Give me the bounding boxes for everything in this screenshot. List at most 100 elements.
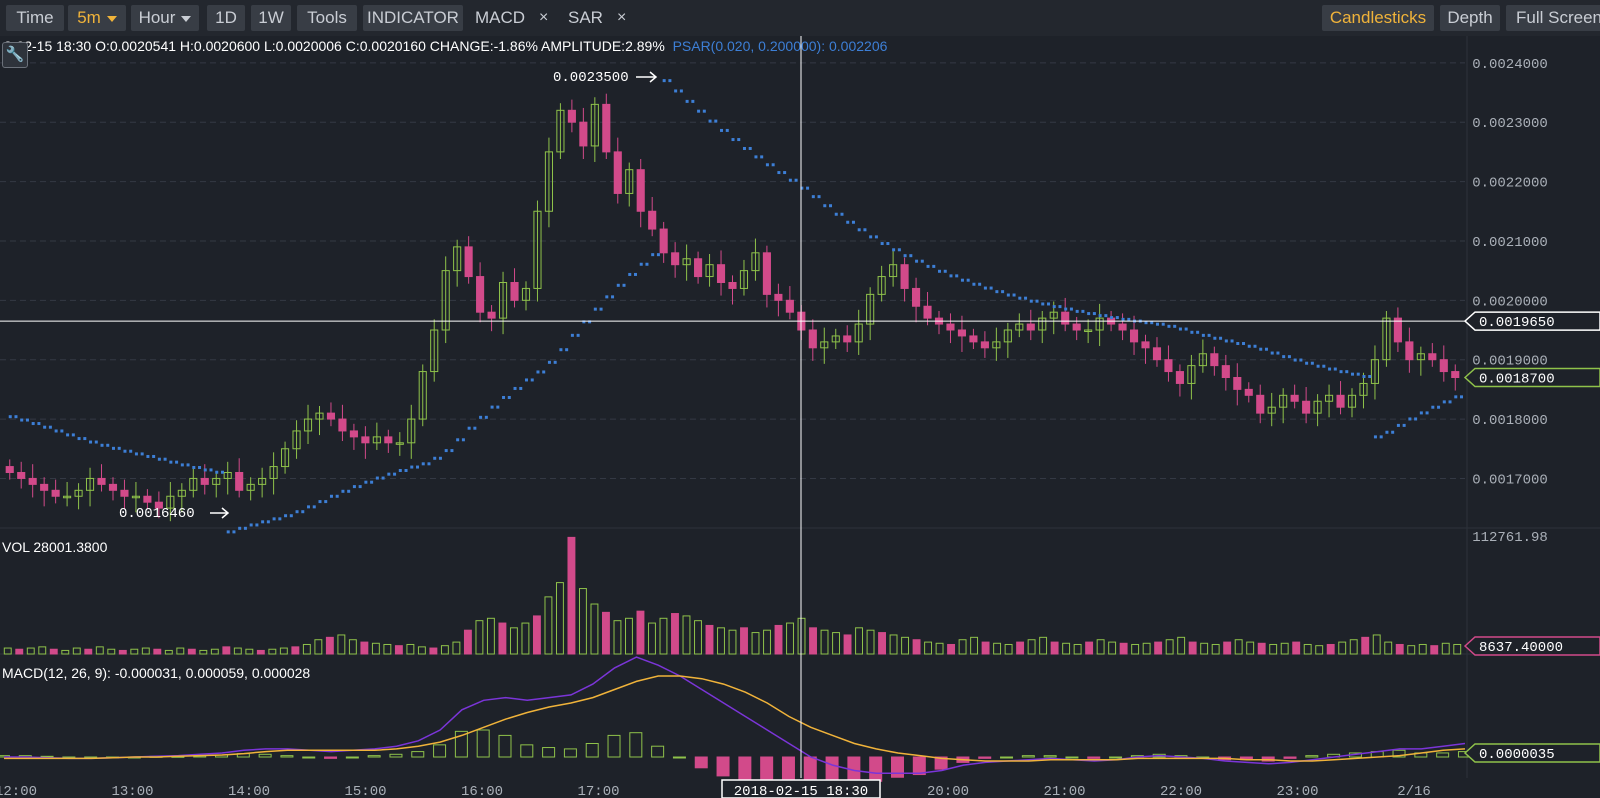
candle-body (808, 329, 817, 349)
candle-body (235, 472, 244, 491)
tools-button[interactable]: Tools (297, 5, 357, 31)
psar-dot (307, 505, 311, 509)
psar-dot (1454, 395, 1458, 399)
psar-dot (955, 274, 959, 278)
volume-bar (325, 636, 334, 655)
candle-body (739, 270, 749, 289)
sar-indicator-tag[interactable]: SAR (568, 8, 603, 27)
psar-dot (857, 228, 861, 232)
candle-body (1095, 317, 1104, 331)
volume-bar (912, 639, 921, 655)
candle-body (108, 483, 118, 491)
last-price-tag-box (1463, 367, 1600, 388)
volume-bar (199, 649, 208, 655)
volume-bar (809, 627, 817, 655)
psar-dot (1351, 372, 1355, 376)
interval-dropdown[interactable]: 5m (68, 5, 126, 31)
volume-bar (613, 620, 622, 655)
close-macd-icon[interactable]: × (539, 9, 549, 26)
psar-dot (823, 204, 827, 208)
volume-bar (636, 610, 645, 655)
hour-dropdown[interactable]: Hour (131, 5, 199, 31)
psar-dot (261, 520, 265, 524)
psar-dot (484, 415, 488, 419)
psar-dot (886, 242, 890, 246)
psar-dot (1236, 342, 1240, 346)
psar-dot (215, 470, 219, 474)
candle-body (1233, 377, 1242, 390)
candle-body (338, 418, 347, 432)
volume-bar (1395, 643, 1404, 655)
psar-dot (926, 264, 930, 268)
candle-body (1118, 323, 1127, 331)
volume-bar (314, 639, 323, 655)
candle-body (992, 341, 1001, 349)
candle-body (912, 287, 921, 307)
psar-dot (324, 500, 328, 504)
volume-bar (1039, 636, 1048, 655)
psar-dot (358, 485, 362, 489)
psar-dot (1270, 351, 1274, 355)
volume-bar (648, 622, 656, 655)
1d-button[interactable]: 1D (207, 5, 245, 31)
candle-body (1393, 317, 1402, 343)
psar-dot (777, 171, 781, 175)
depth-button[interactable]: Depth (1440, 5, 1500, 31)
psar-dot (1276, 351, 1280, 355)
wrench-icon[interactable]: 🔧 (2, 42, 28, 68)
psar-dot (1293, 358, 1297, 362)
macd-histogram-bar (258, 753, 272, 758)
psar-readout: PSAR(0.020, 0.200000): 0.002206 (672, 38, 888, 54)
volume-bar (740, 627, 748, 655)
close-sar-icon[interactable]: × (617, 9, 627, 26)
candle-body (946, 323, 955, 331)
psar-dot (1396, 423, 1400, 427)
volume-bar (26, 647, 35, 655)
macd-indicator-tag[interactable]: MACD (475, 8, 526, 27)
candle-body (1313, 400, 1322, 414)
volume-bar (383, 643, 392, 655)
volume-bar (694, 620, 702, 655)
macd-histogram-bar (978, 756, 992, 759)
time-tick-label: 23:00 (1276, 784, 1318, 798)
price-tick-label: 0.0024000 (1472, 57, 1548, 73)
psar-dot (1110, 316, 1114, 320)
fullscreen-button[interactable]: Full Screen (1506, 5, 1600, 31)
candlesticks-button[interactable]: Candlesticks (1322, 5, 1434, 31)
psar-dot (1196, 330, 1200, 334)
1w-button[interactable]: 1W (251, 5, 291, 31)
psar-dot (427, 462, 431, 466)
psar-dot (129, 449, 133, 453)
macd-histogram-bar (912, 756, 926, 776)
psar-dot (83, 437, 87, 441)
macd-histogram-bar (542, 747, 556, 758)
indicator-button[interactable]: INDICATOR (363, 5, 463, 31)
candle-body (659, 228, 668, 254)
candle-body (1428, 353, 1437, 361)
psar-dot (335, 494, 339, 498)
psar-dot (765, 163, 769, 167)
candle-body (143, 495, 152, 503)
macd-histogram-bar (629, 732, 643, 758)
volume-bar (1142, 642, 1151, 655)
price-chart[interactable]: 0.0024000 0.0023000 0.0022000 0.0021000 0.00… (0, 36, 1600, 798)
psar-dot (742, 146, 746, 150)
candle-body (1026, 323, 1035, 331)
time-tick-label: 14:00 (228, 784, 270, 798)
volume-bar (1188, 641, 1197, 655)
time-button[interactable]: Time (6, 5, 64, 31)
volume-bar (578, 588, 587, 655)
psar-dot (1121, 317, 1125, 321)
volume-bar (1016, 641, 1025, 655)
psar-dot (737, 138, 741, 142)
psar-dot (226, 530, 230, 534)
psar-dot (60, 429, 64, 433)
candle-body (51, 489, 60, 497)
volume-bar (1119, 642, 1128, 655)
macd-histogram-bar (716, 756, 730, 777)
psar-dot (1006, 293, 1010, 297)
psar-dot (375, 476, 379, 480)
volume-bar (440, 645, 449, 655)
psar-dot (318, 500, 322, 504)
candle-body (705, 264, 714, 278)
